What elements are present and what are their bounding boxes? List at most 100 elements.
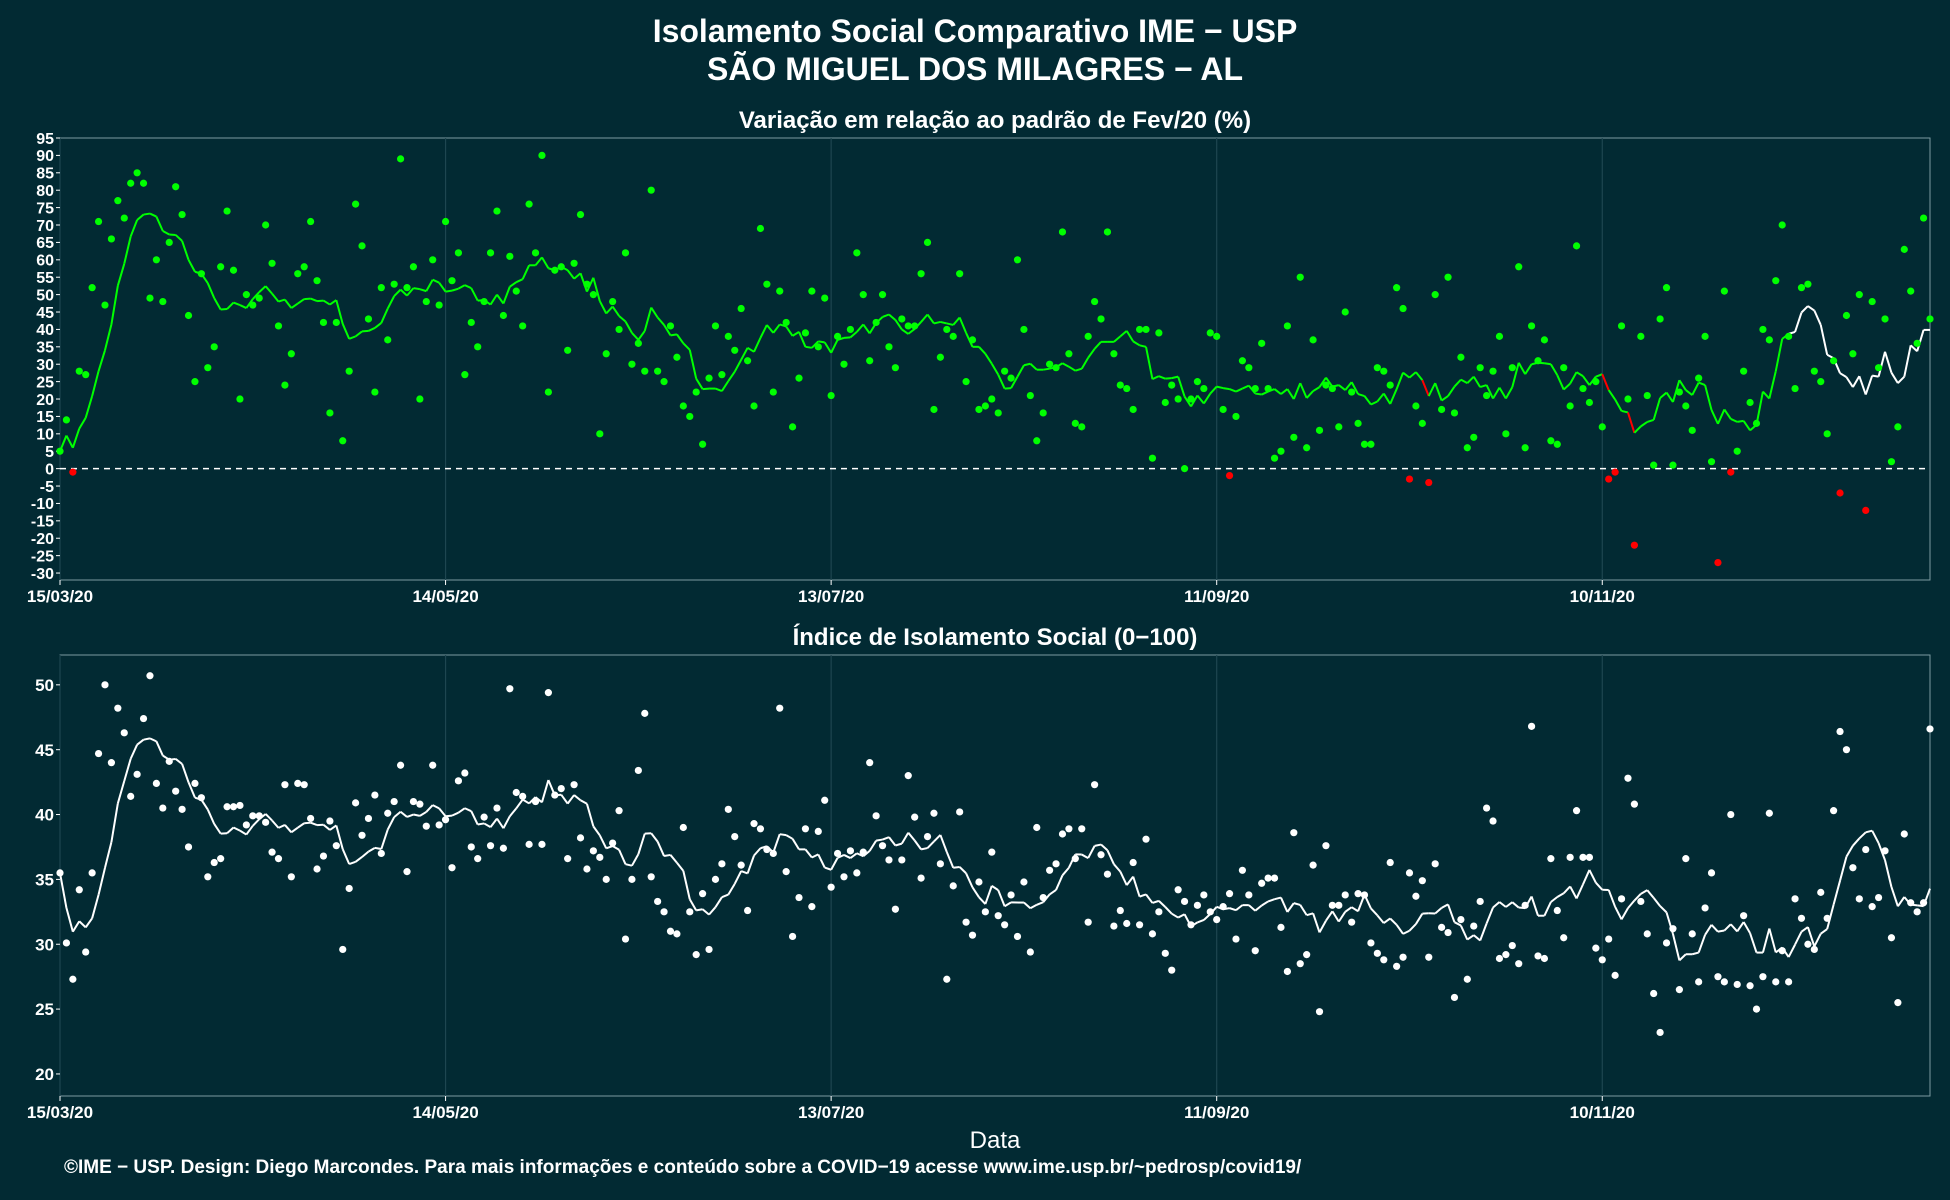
data-point <box>1849 864 1857 872</box>
data-point <box>101 301 109 309</box>
moving-average-segment <box>65 435 74 449</box>
moving-average-segment <box>1646 418 1654 423</box>
moving-average-segment <box>464 807 472 813</box>
data-point <box>165 757 173 765</box>
x-tick-label: 10/11/20 <box>1570 587 1635 606</box>
data-point <box>1007 891 1015 899</box>
data-point <box>1084 332 1092 340</box>
moving-average-segment <box>1813 933 1822 947</box>
moving-average-segment <box>1312 912 1321 933</box>
moving-average-segment <box>78 417 87 430</box>
data-point <box>1842 311 1851 320</box>
data-point <box>898 315 906 323</box>
data-point <box>782 318 790 327</box>
moving-average-segment <box>650 306 659 319</box>
moving-average-segment <box>1806 926 1816 947</box>
data-point <box>1007 374 1015 382</box>
data-point <box>326 409 334 417</box>
data-point <box>1013 256 1022 264</box>
moving-average-segment <box>1543 901 1552 917</box>
data-point <box>795 374 803 382</box>
moving-average-segment <box>515 798 524 810</box>
moving-average-segment <box>913 839 922 850</box>
moving-average-segment <box>329 299 337 306</box>
data-point <box>1849 350 1857 358</box>
data-point <box>1540 336 1549 344</box>
data-point <box>801 329 810 337</box>
moving-average-segment <box>496 294 505 305</box>
moving-average-segment <box>355 856 363 863</box>
moving-average-segment <box>393 810 402 818</box>
data-point <box>634 339 642 347</box>
moving-average-segment <box>663 324 672 336</box>
data-point <box>1091 781 1099 789</box>
moving-average-segment <box>175 758 183 765</box>
moving-average-segment <box>1479 384 1487 389</box>
data-point <box>204 364 212 372</box>
data-point <box>262 818 270 826</box>
data-point <box>1855 291 1863 299</box>
moving-average-segment <box>618 315 627 323</box>
data-point <box>1431 291 1439 299</box>
data-point <box>1328 384 1336 393</box>
moving-average-segment <box>226 301 235 310</box>
data-point <box>551 266 559 274</box>
data-point <box>1380 956 1388 964</box>
data-point <box>1091 297 1099 306</box>
data-point <box>429 256 437 264</box>
data-point <box>1206 329 1214 337</box>
data-point <box>1482 804 1491 812</box>
moving-average-segment <box>1402 371 1411 379</box>
moving-average-segment <box>592 277 601 302</box>
moving-average-segment <box>445 289 453 293</box>
y-tick-label: 55 <box>36 270 54 287</box>
y-tick-label: 35 <box>35 871 54 890</box>
moving-average-segment <box>1492 901 1501 909</box>
moving-average-segment <box>637 330 646 341</box>
moving-average-segment <box>1229 388 1237 393</box>
data-point <box>152 779 160 788</box>
data-point <box>512 788 520 797</box>
data-point <box>249 812 257 820</box>
data-point <box>531 797 540 806</box>
moving-average-segment <box>264 285 273 295</box>
moving-average-segment <box>116 780 126 804</box>
data-point <box>1830 807 1838 815</box>
data-point <box>1309 861 1317 869</box>
moving-average-segment <box>1607 389 1616 401</box>
moving-average-segment <box>856 323 865 333</box>
moving-average-segment <box>1704 924 1713 936</box>
data-point <box>1791 895 1799 903</box>
moving-average-segment <box>624 320 633 334</box>
data-point <box>1380 367 1388 375</box>
data-point <box>1598 956 1606 964</box>
moving-average-segment <box>823 341 832 354</box>
data-point <box>583 865 591 873</box>
moving-average-segment <box>1659 905 1668 914</box>
moving-average-segment <box>1884 351 1893 373</box>
data-point <box>1502 430 1510 438</box>
data-point <box>866 759 874 767</box>
data-point <box>1874 893 1883 902</box>
moving-average-segment <box>1910 344 1918 353</box>
data-point <box>801 825 810 833</box>
data-point <box>486 842 495 850</box>
data-point <box>1161 398 1169 407</box>
moving-average-segment <box>1575 883 1584 899</box>
data-point <box>1026 391 1034 400</box>
data-point <box>840 360 848 368</box>
moving-average-segment <box>798 331 807 348</box>
moving-average-segment <box>1794 312 1803 333</box>
data-point <box>1148 454 1157 462</box>
moving-average-segment <box>419 288 427 293</box>
data-point <box>557 263 565 271</box>
data-point <box>724 805 732 813</box>
data-point <box>1553 906 1561 915</box>
data-point <box>1637 332 1645 340</box>
moving-average-segment <box>149 212 157 218</box>
moving-average-segment <box>97 867 106 896</box>
data-point <box>1862 506 1870 514</box>
moving-average-segment <box>1595 373 1603 378</box>
data-point <box>384 336 392 344</box>
data-point <box>1348 388 1356 396</box>
